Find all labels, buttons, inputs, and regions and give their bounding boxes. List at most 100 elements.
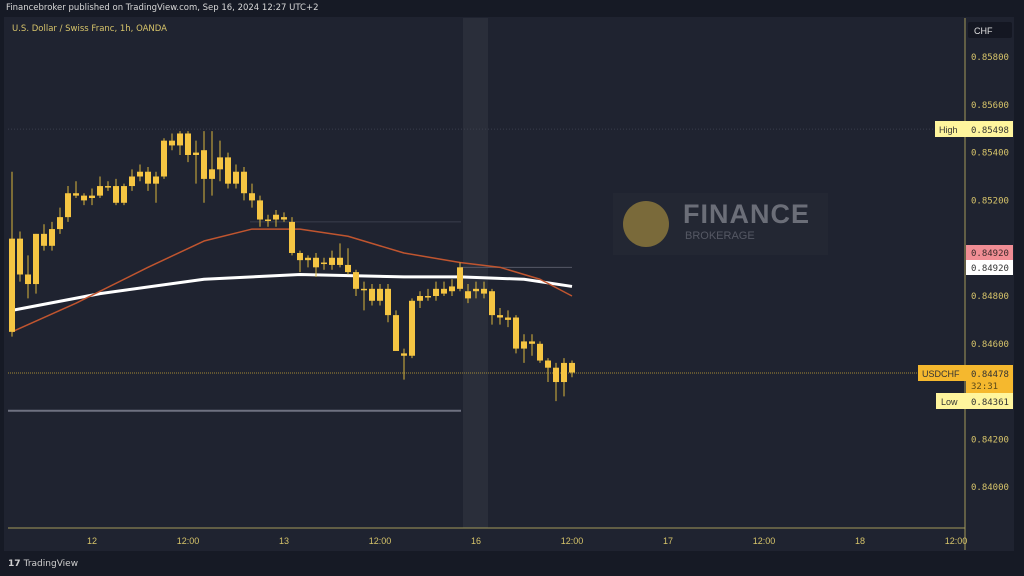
candle-body: [465, 291, 471, 299]
candle-body: [537, 343, 543, 361]
candle-body: [289, 221, 295, 253]
low-value: 0.84361: [971, 398, 1009, 408]
candle-body: [177, 133, 183, 146]
ema-fast-badge: [966, 245, 1013, 260]
axis-corner: [966, 528, 1012, 550]
candle-body: [545, 360, 551, 368]
candle-body: [377, 288, 383, 301]
time-tick-label: 16: [471, 536, 481, 546]
time-axis[interactable]: 12 12:00 13 12:00 16 12:00 17 12:00 18 12:00: [87, 536, 967, 546]
candle-body: [473, 288, 479, 292]
candle-body: [9, 238, 15, 332]
candle-body: [209, 169, 215, 179]
candle-body: [241, 171, 247, 194]
candle-body: [49, 229, 55, 246]
candle-body: [409, 300, 415, 356]
candle-body: [369, 288, 375, 301]
candle-body: [233, 171, 239, 184]
currency-box: [968, 22, 1012, 38]
bar-countdown: 32:31: [971, 382, 998, 392]
finance-logo-icon: [623, 201, 669, 247]
candle-body: [169, 140, 175, 146]
symbol-title[interactable]: U.S. Dollar / Swiss Franc, 1h, OANDA: [12, 24, 167, 34]
price-tick-label: 0.85400: [971, 149, 1009, 159]
ema-slow-badge: [966, 260, 1013, 275]
candle-body: [257, 200, 263, 220]
time-tick-label: 12: [87, 536, 97, 546]
candle-body: [361, 288, 367, 291]
candle-body: [329, 257, 335, 265]
finance-brokerage-watermark: FINANCE BROKERAGE: [613, 193, 828, 255]
watermark-title: FINANCE: [683, 199, 810, 229]
candle-body: [121, 186, 127, 203]
low-label: Low: [941, 397, 958, 407]
candle-body: [489, 291, 495, 316]
candle-body: [145, 171, 151, 184]
candle-body: [313, 257, 319, 268]
candle-body: [497, 315, 503, 318]
price-tick-label: 0.84200: [971, 435, 1009, 445]
candle-body: [25, 274, 31, 285]
tradingview-icon: 17: [8, 559, 21, 569]
time-tick-label: 12:00: [369, 536, 392, 546]
time-tick-label: 13: [279, 536, 289, 546]
time-tick-label: 12:00: [561, 536, 584, 546]
candle-body: [353, 272, 359, 289]
candle-body: [305, 257, 311, 261]
candle-body: [265, 219, 271, 222]
candle-body: [433, 288, 439, 296]
candle-body: [457, 267, 463, 289]
candle-body: [57, 217, 63, 230]
watermark-subtitle: BROKERAGE: [685, 230, 755, 242]
tradingview-brand: TradingView: [23, 559, 79, 569]
candle-body: [161, 140, 167, 177]
price-axis[interactable]: 0.85800 0.85600 0.85400 0.85200 0.84800 0.846…: [971, 53, 1009, 493]
candle-body: [521, 341, 527, 349]
tradingview-logo[interactable]: 17 TradingView: [8, 559, 78, 569]
candle-body: [401, 353, 407, 356]
candle-body: [553, 367, 559, 383]
last-price-value: 0.84478: [971, 370, 1009, 380]
candle-body: [105, 186, 111, 188]
candle-body: [65, 193, 71, 218]
low-badge: [966, 393, 1013, 409]
candle-body: [337, 257, 343, 265]
candle-body: [153, 176, 159, 184]
candle-body: [193, 152, 199, 155]
symbol-tag-label: USDCHF: [922, 369, 960, 379]
price-tick-label: 0.85600: [971, 101, 1009, 111]
session-highlight: [463, 18, 488, 528]
price-tick-label: 0.85800: [971, 53, 1009, 63]
candle-body: [441, 288, 447, 294]
candle-body: [513, 317, 519, 349]
candle-body: [249, 193, 255, 201]
candle-body: [217, 157, 223, 170]
candle-body: [33, 233, 39, 285]
time-tick-label: 12:00: [753, 536, 776, 546]
time-tick-label: 17: [663, 536, 673, 546]
price-tick-label: 0.84600: [971, 340, 1009, 350]
currency-label: CHF: [974, 26, 993, 36]
ema-slow-line: [11, 272, 573, 312]
high-badge: [966, 121, 1013, 137]
candle-body: [425, 296, 431, 298]
published-note: Financebroker published on TradingView.c…: [6, 3, 319, 13]
time-tick-label: 12:00: [945, 536, 968, 546]
candle-body: [129, 176, 135, 187]
candle-body: [137, 171, 143, 177]
low-tag: [936, 393, 966, 409]
candle-body: [81, 195, 87, 201]
ema-fast-line: [11, 228, 573, 333]
candle-body: [481, 288, 487, 294]
time-tick-label: 12:00: [177, 536, 200, 546]
candle-body: [281, 217, 287, 220]
candle-body: [561, 362, 567, 383]
high-tag: [935, 121, 966, 137]
candle-body: [385, 288, 391, 316]
candle-body: [297, 252, 303, 261]
candle-body: [225, 157, 231, 184]
candle-body: [345, 264, 351, 273]
high-value: 0.85498: [971, 126, 1009, 136]
candle-body: [505, 317, 511, 320]
